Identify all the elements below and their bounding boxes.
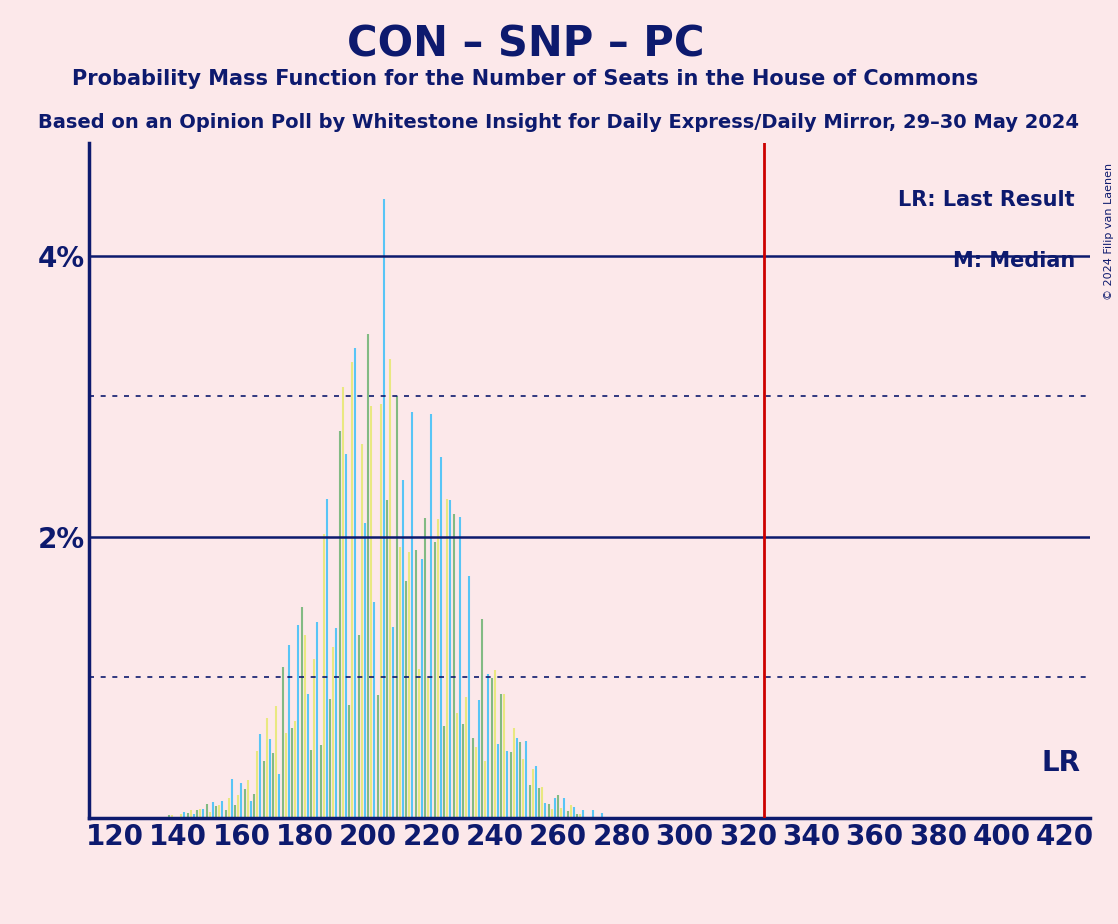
Text: CON – SNP – PC: CON – SNP – PC xyxy=(347,23,704,65)
Text: LR: Last Result: LR: Last Result xyxy=(899,190,1076,211)
Text: M: Median: M: Median xyxy=(953,251,1076,271)
Text: LR: LR xyxy=(1041,749,1080,777)
Text: © 2024 Filip van Laenen: © 2024 Filip van Laenen xyxy=(1105,163,1114,299)
Text: Based on an Opinion Poll by Whitestone Insight for Daily Express/Daily Mirror, 2: Based on an Opinion Poll by Whitestone I… xyxy=(38,113,1080,132)
Text: Probability Mass Function for the Number of Seats in the House of Commons: Probability Mass Function for the Number… xyxy=(73,69,978,90)
